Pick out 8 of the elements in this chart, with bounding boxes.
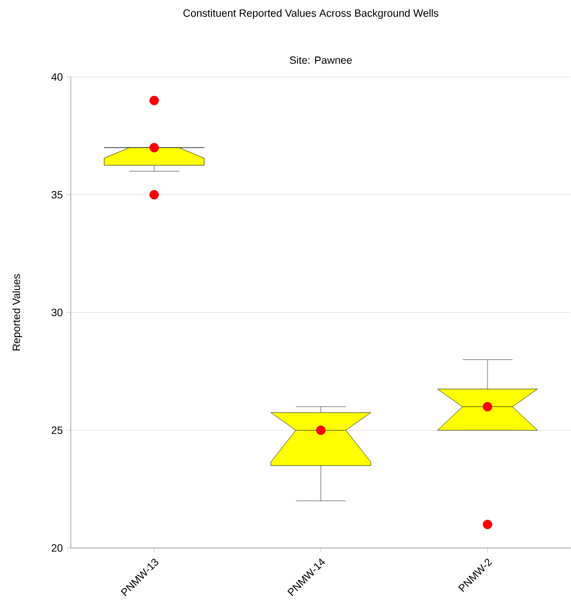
- chart-title: Constituent Reported Values Across Background Wells: [184, 9, 438, 19]
- y-axis-title: Reported Values: [12, 274, 22, 350]
- y-tick-label: 40: [52, 73, 63, 81]
- y-tick-label: 20: [52, 544, 63, 552]
- y-tick-label: 35: [52, 191, 62, 198]
- y-tick-label: 25: [52, 426, 62, 434]
- chart-subtitle: Site: Pawnee: [290, 56, 352, 64]
- y-tick-label: 30: [52, 308, 63, 316]
